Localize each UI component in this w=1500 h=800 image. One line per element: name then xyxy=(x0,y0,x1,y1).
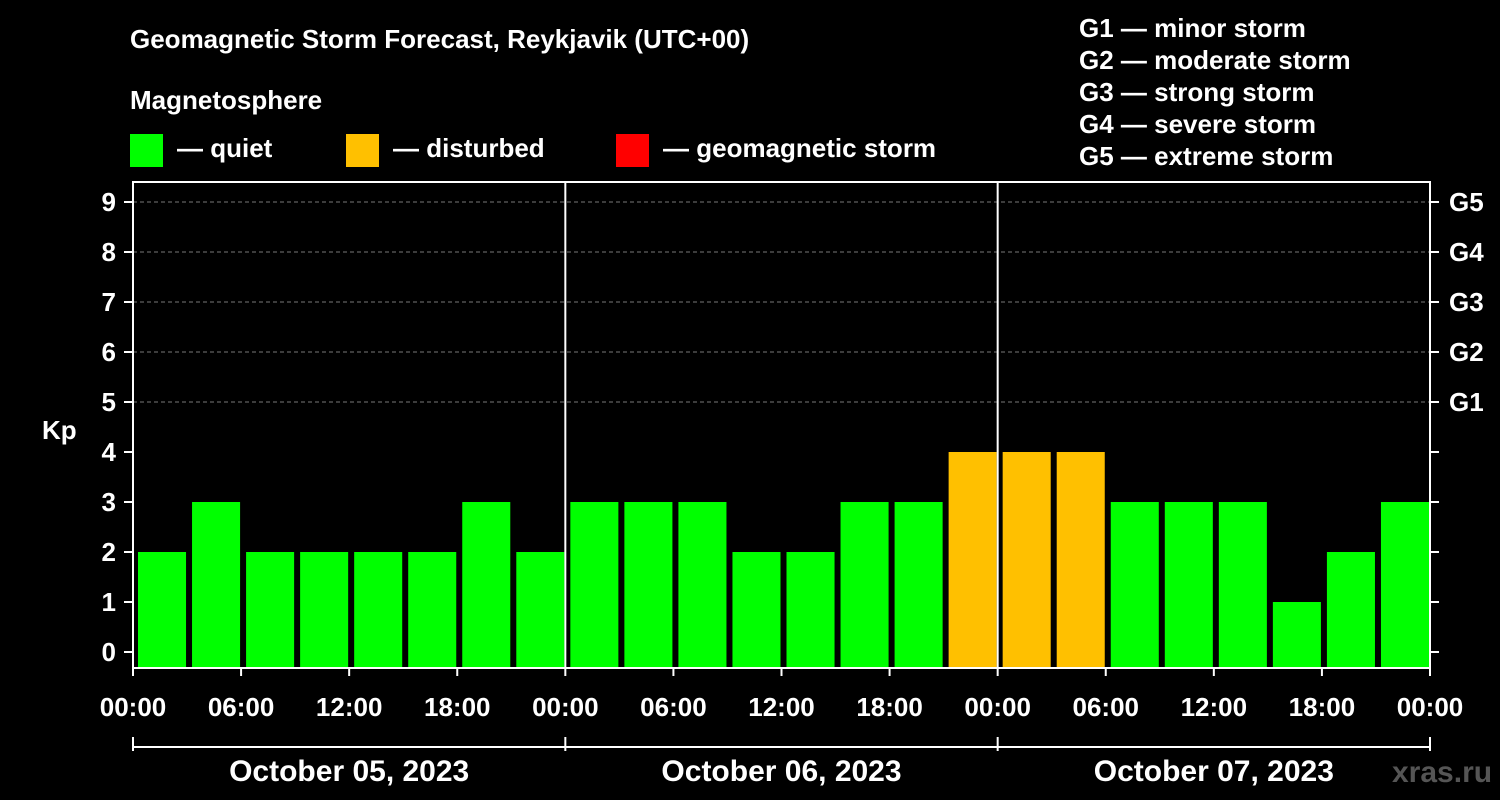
legend-label-quiet: — quiet xyxy=(177,133,273,163)
storm-level-label: G1 xyxy=(1449,387,1484,417)
x-tick-label: 12:00 xyxy=(1181,692,1248,722)
y-tick-label: 2 xyxy=(102,537,116,567)
x-tick-label: 00:00 xyxy=(100,692,167,722)
kp-bar xyxy=(948,452,997,668)
x-tick-label: 06:00 xyxy=(208,692,275,722)
legend-swatch-quiet xyxy=(130,134,163,167)
kp-bar xyxy=(1218,502,1267,668)
y-tick-labels: 0 1 2 3 4 5 6 7 8 9 xyxy=(102,187,117,667)
kp-bar xyxy=(300,552,349,668)
kp-bar xyxy=(354,552,403,668)
kp-bar xyxy=(570,502,619,668)
kp-bar xyxy=(624,502,673,668)
y-tick-label: 3 xyxy=(102,487,116,517)
legend-swatch-disturbed xyxy=(346,134,379,167)
x-tick-label: 12:00 xyxy=(316,692,383,722)
storm-scale-g3: G3 — strong storm xyxy=(1079,77,1314,107)
storm-level-label: G2 xyxy=(1449,337,1484,367)
x-tick-labels: 00:00 06:00 12:00 18:00 00:00 06:00 12:00 18:00… xyxy=(100,692,1464,722)
y-tick-label: 9 xyxy=(102,187,116,217)
gridlines xyxy=(133,201,1430,403)
kp-bar xyxy=(732,552,781,668)
axes xyxy=(124,181,1439,676)
kp-bar xyxy=(840,502,889,668)
legend-label-disturbed: — disturbed xyxy=(393,133,545,163)
x-tick-label: 00:00 xyxy=(532,692,599,722)
kp-bar xyxy=(894,502,943,668)
kp-bar xyxy=(192,502,241,668)
y-tick-label: 8 xyxy=(102,237,116,267)
legend-heading: Magnetosphere xyxy=(130,85,322,115)
date-label: October 05, 2023 xyxy=(229,755,469,788)
chart-title: Geomagnetic Storm Forecast, Reykjavik (U… xyxy=(130,24,749,54)
x-tick-label: 18:00 xyxy=(856,692,923,722)
kp-bar xyxy=(462,502,511,668)
y-tick-label: 6 xyxy=(102,337,116,367)
legend: — quiet — disturbed — geomagnetic storm xyxy=(130,133,936,167)
x-tick-label: 00:00 xyxy=(1397,692,1464,722)
legend-swatch-storm xyxy=(616,134,649,167)
kp-bar xyxy=(1002,452,1051,668)
y-tick-label: 7 xyxy=(102,287,116,317)
kp-bar xyxy=(246,552,295,668)
x-tick-label: 06:00 xyxy=(640,692,707,722)
y-tick-label: 4 xyxy=(102,437,117,467)
storm-scale-g1: G1 — minor storm xyxy=(1079,13,1306,43)
kp-bar xyxy=(786,552,835,668)
y-tick-label: 1 xyxy=(102,587,116,617)
bars xyxy=(138,452,1429,668)
date-labels: October 05, 2023 October 06, 2023 October … xyxy=(132,737,1431,788)
watermark: xras.ru xyxy=(1392,756,1492,789)
storm-scale-legend: G1 — minor storm G2 — moderate storm G3 … xyxy=(1079,13,1351,171)
y-axis-label: Kp xyxy=(42,415,77,445)
x-tick-label: 12:00 xyxy=(748,692,815,722)
kp-bar xyxy=(408,552,457,668)
kp-bar xyxy=(1164,502,1213,668)
storm-scale-g4: G4 — severe storm xyxy=(1079,109,1316,139)
storm-level-label: G5 xyxy=(1449,187,1484,217)
kp-bar xyxy=(678,502,727,668)
y-tick-label: 0 xyxy=(102,637,116,667)
kp-bar xyxy=(1272,602,1321,668)
storm-level-label: G3 xyxy=(1449,287,1484,317)
kp-bar xyxy=(516,552,565,668)
date-label: October 06, 2023 xyxy=(661,755,901,788)
x-tick-label: 18:00 xyxy=(1289,692,1356,722)
storm-scale-g2: G2 — moderate storm xyxy=(1079,45,1351,75)
storm-scale-g5: G5 — extreme storm xyxy=(1079,141,1333,171)
x-tick-label: 18:00 xyxy=(424,692,491,722)
storm-level-label: G4 xyxy=(1449,237,1484,267)
kp-bar xyxy=(1056,452,1105,668)
y-tick-label: 5 xyxy=(102,387,116,417)
kp-bar xyxy=(1326,552,1375,668)
legend-label-storm: — geomagnetic storm xyxy=(663,133,936,163)
kp-bar xyxy=(1110,502,1159,668)
kp-bar xyxy=(1380,502,1429,668)
kp-bar xyxy=(138,552,187,668)
storm-level-labels: G1 G2 G3 G4 G5 xyxy=(1449,187,1484,417)
date-label: October 07, 2023 xyxy=(1094,755,1334,788)
x-tick-label: 00:00 xyxy=(964,692,1031,722)
x-tick-label: 06:00 xyxy=(1073,692,1140,722)
